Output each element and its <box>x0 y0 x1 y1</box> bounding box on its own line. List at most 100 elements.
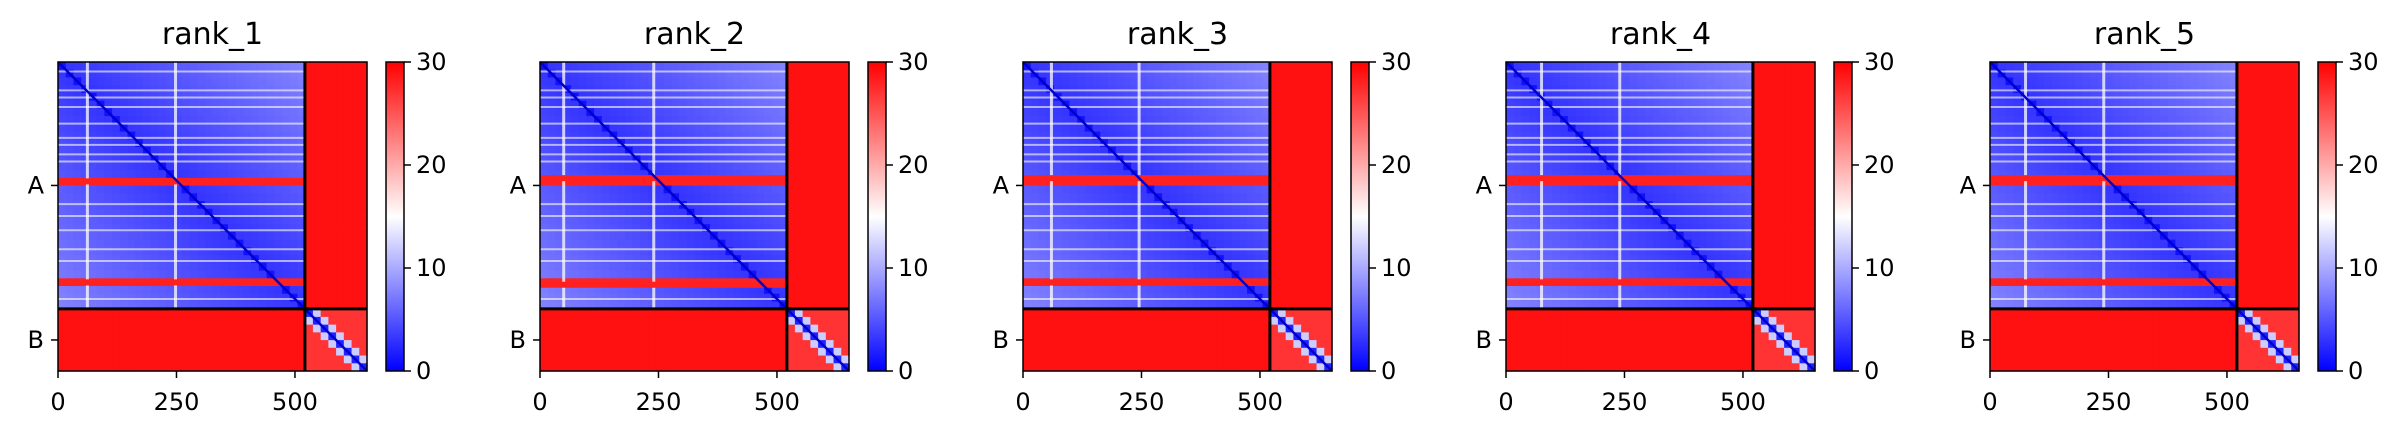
heatmap-cell <box>312 309 322 318</box>
heatmap-cell <box>740 62 750 71</box>
heatmap-cell <box>1270 255 1279 264</box>
heatmap-cell <box>1316 332 1325 341</box>
heatmap-cell <box>1277 116 1287 125</box>
heatmap-cell <box>1285 77 1294 86</box>
heatmap-cell <box>274 131 283 140</box>
heatmap-cell <box>555 154 564 164</box>
heatmap-cell <box>1200 355 1209 364</box>
heatmap-cell <box>1301 123 1310 133</box>
heatmap-cell <box>119 139 129 148</box>
heatmap-cell <box>540 208 549 218</box>
heatmap-cell <box>150 85 160 94</box>
heatmap-cell <box>1590 69 1600 79</box>
heatmap-cell <box>818 77 827 86</box>
heatmap-cell <box>81 146 90 156</box>
heatmap-cell <box>1185 100 1194 109</box>
heatmap-cell <box>220 255 229 264</box>
heatmap-cell <box>1169 355 1179 364</box>
heatmap-cell <box>1293 139 1302 148</box>
heatmap-cell <box>204 85 214 94</box>
heatmap-cell <box>158 185 167 194</box>
heatmap-cell <box>601 231 611 241</box>
heatmap-cell <box>104 239 113 248</box>
heatmap-cell <box>1053 255 1063 264</box>
heatmap-cell <box>833 316 842 326</box>
heatmap-cell <box>1208 262 1217 272</box>
heatmap-cell <box>305 293 314 303</box>
heatmap-cell <box>818 286 827 295</box>
heatmap-cell <box>81 363 90 372</box>
heatmap-cell <box>1061 216 1070 225</box>
heatmap-cell <box>127 170 136 179</box>
heatmap-cell <box>624 216 634 225</box>
heatmap-cell <box>1046 355 1055 364</box>
heatmap-cell <box>1053 85 1063 94</box>
heatmap-cell <box>1115 123 1125 133</box>
colorbar <box>868 62 886 371</box>
heatmap-cell <box>227 224 237 233</box>
heatmap-cell <box>725 270 734 279</box>
heatmap-cell <box>142 262 152 272</box>
heatmap-cell <box>756 309 765 318</box>
heatmap-cell <box>1262 347 1271 357</box>
heatmap-cell <box>694 347 703 357</box>
heatmap-cell <box>601 193 611 202</box>
heatmap-cell <box>251 309 260 318</box>
heatmap-cell <box>135 154 144 164</box>
heatmap-cell <box>204 131 214 140</box>
heatmap-cell <box>1223 208 1233 218</box>
heatmap-cell <box>1254 231 1264 241</box>
heatmap-cell <box>1277 247 1287 256</box>
heatmap-cell <box>655 123 665 133</box>
heatmap-cell <box>1316 208 1325 218</box>
heatmap-cell <box>274 309 283 318</box>
heatmap-cell <box>1061 154 1070 164</box>
heatmap-cell <box>127 69 136 79</box>
heatmap-cell <box>1169 177 1179 187</box>
heatmap-cell <box>563 201 572 210</box>
heatmap-cell <box>640 293 649 303</box>
heatmap-cell <box>1185 301 1194 310</box>
heatmap-cell <box>1123 177 1132 187</box>
heatmap-cell <box>709 363 719 372</box>
heatmap-cell <box>1138 154 1148 164</box>
heatmap-cell <box>104 162 113 171</box>
heatmap-cell <box>181 309 190 318</box>
heatmap-cell <box>663 77 672 86</box>
heatmap-cell <box>189 332 198 341</box>
heatmap-cell <box>1185 146 1194 156</box>
heatmap-cell <box>1030 208 1040 218</box>
heatmap-cell <box>1285 62 1294 71</box>
heatmap-cell <box>794 201 804 210</box>
heatmap-cell <box>1216 177 1225 187</box>
heatmap-cell <box>771 347 781 357</box>
heatmap-cell <box>227 85 237 94</box>
heatmap-cell <box>694 139 703 148</box>
heatmap-cell <box>343 247 353 256</box>
heatmap-cell <box>359 185 368 194</box>
heatmap-cell <box>312 278 322 287</box>
heatmap-cell <box>540 347 549 357</box>
heatmap-cell <box>1169 108 1179 117</box>
heatmap-cell <box>1270 347 1279 357</box>
heatmap-cell <box>96 170 105 179</box>
heatmap-cell <box>1216 123 1225 133</box>
heatmap-cell <box>756 239 765 248</box>
heatmap-cell <box>810 92 819 102</box>
heatmap-cell <box>289 146 299 156</box>
heatmap-cell <box>142 301 152 310</box>
heatmap-cell <box>547 123 557 133</box>
heatmap-cell <box>1192 262 1202 272</box>
heatmap-cell <box>802 255 811 264</box>
heatmap-cell <box>1154 270 1163 279</box>
heatmap-cell <box>96 301 105 310</box>
heatmap-cell <box>251 286 260 295</box>
heatmap-cell <box>679 85 688 94</box>
heatmap-cell <box>1169 270 1179 279</box>
heatmap-cell <box>181 355 190 364</box>
heatmap-cell <box>1061 177 1070 187</box>
heatmap-cell <box>1169 262 1179 272</box>
heatmap-cell <box>359 224 368 233</box>
heatmap-cell <box>686 69 696 79</box>
heatmap-cell <box>189 247 198 256</box>
